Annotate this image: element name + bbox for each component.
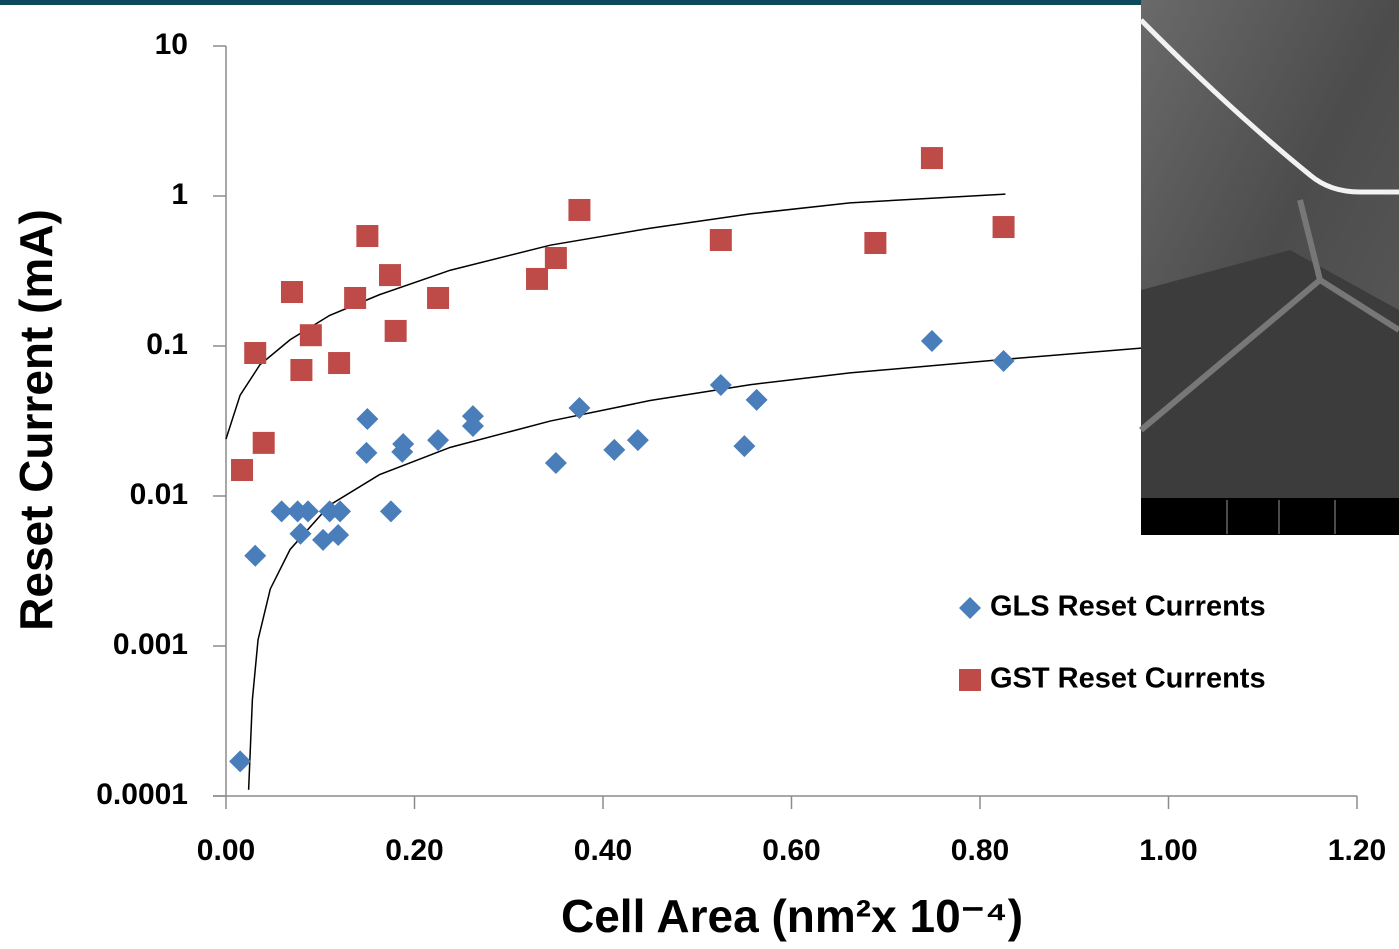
point bbox=[745, 388, 768, 411]
point bbox=[568, 397, 591, 420]
point bbox=[526, 267, 549, 290]
point bbox=[280, 281, 303, 304]
point bbox=[290, 358, 313, 381]
trendline bbox=[247, 347, 1142, 790]
point bbox=[328, 352, 351, 375]
point bbox=[270, 500, 293, 523]
point bbox=[461, 414, 484, 437]
point bbox=[384, 319, 407, 342]
x-tick-label: 1.20 bbox=[1328, 834, 1386, 867]
point bbox=[709, 228, 732, 251]
point bbox=[544, 247, 567, 270]
point bbox=[299, 324, 322, 347]
point bbox=[344, 286, 367, 309]
sem-inset bbox=[1139, 0, 1399, 535]
point bbox=[920, 147, 943, 170]
point bbox=[427, 286, 450, 309]
sem-edge bbox=[1139, 18, 1399, 195]
x-axis-title: Cell Area (nm²x 10⁻⁴) bbox=[561, 890, 1023, 942]
point bbox=[379, 500, 402, 523]
y-axis-title: Reset Current (mA) bbox=[10, 209, 62, 631]
point bbox=[231, 459, 254, 482]
point bbox=[252, 431, 275, 454]
point bbox=[355, 441, 378, 464]
legend: GLS Reset Currents GST Reset Currents bbox=[959, 591, 1266, 695]
x-tick-label: 1.00 bbox=[1139, 834, 1197, 867]
y-tick-label: 0.0001 bbox=[96, 778, 188, 811]
x-tick-label: 0.40 bbox=[574, 834, 632, 867]
top-bar bbox=[0, 0, 1399, 5]
point bbox=[920, 329, 943, 352]
legend-marker bbox=[959, 669, 981, 691]
y-tick-label: 0.001 bbox=[113, 628, 188, 661]
y-tick-label: 0.1 bbox=[146, 328, 188, 361]
x-tick-label: 0.00 bbox=[197, 834, 255, 867]
point bbox=[992, 216, 1015, 239]
point bbox=[992, 350, 1015, 373]
legend-label: GLS Reset Currents bbox=[990, 591, 1266, 623]
point bbox=[329, 500, 352, 523]
point bbox=[864, 232, 887, 255]
point bbox=[296, 500, 319, 523]
sem-ridge bbox=[1139, 199, 1399, 433]
point bbox=[229, 750, 252, 773]
sem-shade bbox=[1141, 250, 1399, 498]
y-tick-label: 1 bbox=[171, 178, 188, 211]
y-tick-label: 10 bbox=[155, 28, 188, 61]
point bbox=[427, 429, 450, 452]
point bbox=[327, 523, 350, 546]
point bbox=[733, 435, 756, 458]
point bbox=[544, 451, 567, 474]
point bbox=[244, 544, 267, 567]
point bbox=[391, 440, 414, 463]
legend-marker bbox=[959, 597, 981, 619]
point bbox=[356, 408, 379, 431]
trendline bbox=[225, 193, 1006, 440]
point bbox=[356, 225, 379, 248]
x-tick-label: 0.80 bbox=[951, 834, 1009, 867]
legend-label: GST Reset Currents bbox=[990, 663, 1266, 695]
point bbox=[289, 522, 312, 545]
x-tick-label: 0.60 bbox=[762, 834, 820, 867]
y-tick-label: 0.01 bbox=[130, 478, 188, 511]
plot-area: 10 1 0.1 0.01 0.001 0.0001 0.00 0.20 0.40 0.60 0.8… bbox=[10, 28, 1386, 942]
info-bar bbox=[1141, 498, 1399, 535]
point bbox=[244, 342, 267, 365]
point bbox=[603, 438, 626, 461]
point bbox=[568, 198, 591, 221]
point bbox=[378, 264, 401, 287]
point bbox=[626, 429, 649, 452]
x-tick-label: 0.20 bbox=[385, 834, 443, 867]
point bbox=[709, 373, 732, 396]
